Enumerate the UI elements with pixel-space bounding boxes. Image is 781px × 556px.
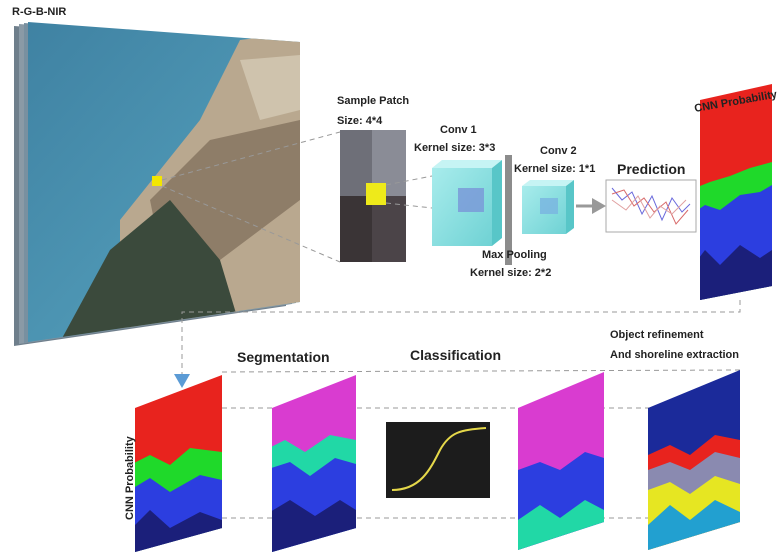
- pooling-title: Max Pooling: [482, 249, 547, 261]
- refinement-label: Object refinement: [610, 329, 704, 341]
- segmentation-label: Segmentation: [237, 349, 330, 365]
- sample-patch: [340, 130, 406, 262]
- conv2-block: [522, 180, 574, 234]
- conv1-title: Conv 1: [440, 124, 477, 136]
- stage-segmentation: [272, 375, 356, 552]
- refinement-label: And shoreline extraction: [610, 349, 739, 361]
- output-probability: [700, 84, 772, 300]
- prediction-title: Prediction: [617, 161, 685, 177]
- stage-probability: [135, 375, 222, 552]
- stage-shoreline: [648, 370, 740, 550]
- classification-plot: [386, 422, 490, 498]
- conv1-kernel: Kernel size: 3*3: [414, 142, 495, 154]
- stage-probability-label: CNN Probability: [124, 435, 136, 520]
- conv1-block: [432, 160, 502, 246]
- input-label: R-G-B-NIR: [12, 6, 66, 18]
- conv2-title: Conv 2: [540, 145, 577, 157]
- conv2-kernel: Kernel size: 1*1: [514, 163, 595, 175]
- patch-title: Sample Patch: [337, 95, 409, 107]
- pooling-layer: [505, 155, 512, 265]
- stage-classified: [518, 372, 604, 550]
- pooling-kernel: Kernel size: 2*2: [470, 267, 551, 279]
- patch-size: Size: 4*4: [337, 115, 383, 127]
- prediction-plot: [605, 179, 697, 233]
- classification-label: Classification: [410, 347, 501, 363]
- input-image: [14, 22, 300, 346]
